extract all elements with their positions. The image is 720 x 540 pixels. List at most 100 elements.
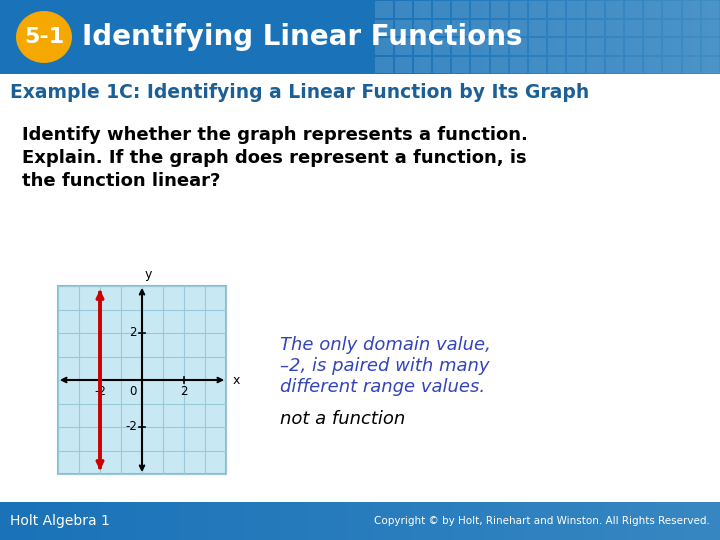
Bar bbox=[331, 502, 338, 540]
Bar bbox=[569, 502, 576, 540]
Bar bbox=[246, 0, 249, 74]
Text: 0: 0 bbox=[130, 385, 137, 398]
Bar bbox=[226, 0, 229, 74]
Bar bbox=[279, 0, 282, 74]
Text: Identifying Linear Functions: Identifying Linear Functions bbox=[82, 23, 523, 51]
Text: 2: 2 bbox=[130, 327, 137, 340]
Bar bbox=[563, 0, 565, 74]
Bar bbox=[629, 0, 631, 74]
Bar bbox=[414, 19, 431, 36]
Bar bbox=[634, 502, 641, 540]
Bar bbox=[328, 0, 330, 74]
Bar bbox=[472, 38, 489, 55]
Bar bbox=[414, 38, 431, 55]
Bar bbox=[295, 502, 302, 540]
Bar bbox=[144, 502, 151, 540]
Bar bbox=[706, 502, 713, 540]
Text: y: y bbox=[145, 268, 153, 281]
Bar bbox=[613, 0, 616, 74]
Bar bbox=[490, 38, 508, 55]
Bar bbox=[528, 0, 530, 74]
Bar bbox=[504, 502, 511, 540]
Bar bbox=[510, 19, 527, 36]
Bar bbox=[705, 0, 707, 74]
Bar bbox=[575, 0, 578, 74]
Bar bbox=[350, 0, 353, 74]
Bar bbox=[505, 0, 508, 74]
Bar bbox=[480, 0, 482, 74]
Bar bbox=[274, 0, 276, 74]
Bar bbox=[567, 1, 585, 17]
Bar bbox=[605, 502, 612, 540]
Bar bbox=[593, 0, 596, 74]
Bar bbox=[587, 57, 604, 73]
Bar bbox=[530, 0, 533, 74]
Bar bbox=[305, 0, 307, 74]
Bar bbox=[130, 502, 137, 540]
Bar bbox=[690, 0, 692, 74]
Bar bbox=[14, 502, 22, 540]
Bar bbox=[449, 0, 451, 74]
Bar bbox=[396, 0, 398, 74]
Bar bbox=[269, 0, 271, 74]
Bar bbox=[86, 502, 94, 540]
Bar bbox=[535, 0, 538, 74]
Bar bbox=[644, 0, 647, 74]
Bar bbox=[529, 19, 546, 36]
Bar bbox=[320, 0, 323, 74]
Text: 5-1: 5-1 bbox=[24, 27, 64, 47]
Bar bbox=[586, 0, 588, 74]
Bar bbox=[698, 502, 706, 540]
Bar bbox=[485, 0, 487, 74]
Bar bbox=[173, 502, 180, 540]
Bar bbox=[452, 19, 469, 36]
Bar bbox=[375, 38, 392, 55]
Bar bbox=[511, 502, 518, 540]
Bar bbox=[665, 0, 667, 74]
Bar bbox=[29, 502, 36, 540]
Bar bbox=[464, 0, 467, 74]
Bar bbox=[446, 502, 454, 540]
Bar bbox=[58, 286, 226, 474]
Bar bbox=[639, 0, 642, 74]
Bar bbox=[289, 0, 292, 74]
Bar bbox=[324, 502, 331, 540]
Bar bbox=[245, 502, 252, 540]
Bar bbox=[707, 0, 710, 74]
Bar bbox=[287, 0, 289, 74]
Bar bbox=[446, 0, 449, 74]
Bar bbox=[101, 502, 108, 540]
Bar bbox=[166, 502, 173, 540]
Bar bbox=[355, 0, 358, 74]
Bar bbox=[677, 502, 684, 540]
Bar bbox=[398, 0, 401, 74]
Bar bbox=[616, 0, 618, 74]
Bar bbox=[36, 502, 43, 540]
Bar bbox=[510, 1, 527, 17]
Bar bbox=[606, 57, 623, 73]
Bar bbox=[492, 0, 495, 74]
Bar bbox=[712, 0, 715, 74]
Bar bbox=[644, 1, 662, 17]
Bar bbox=[648, 502, 655, 540]
Bar bbox=[439, 0, 441, 74]
Bar bbox=[367, 502, 374, 540]
Bar bbox=[393, 0, 396, 74]
Bar bbox=[713, 502, 720, 540]
Bar bbox=[487, 0, 490, 74]
Bar bbox=[432, 502, 439, 540]
Bar bbox=[626, 0, 629, 74]
Bar bbox=[418, 502, 425, 540]
Bar bbox=[472, 19, 489, 36]
Bar bbox=[406, 0, 408, 74]
Bar bbox=[619, 502, 626, 540]
Bar bbox=[401, 0, 403, 74]
Bar bbox=[573, 0, 575, 74]
Bar bbox=[284, 0, 287, 74]
Bar bbox=[672, 0, 675, 74]
Bar bbox=[612, 502, 619, 540]
Bar bbox=[307, 0, 310, 74]
Bar bbox=[238, 502, 245, 540]
Bar bbox=[50, 502, 58, 540]
Bar bbox=[7, 502, 14, 540]
